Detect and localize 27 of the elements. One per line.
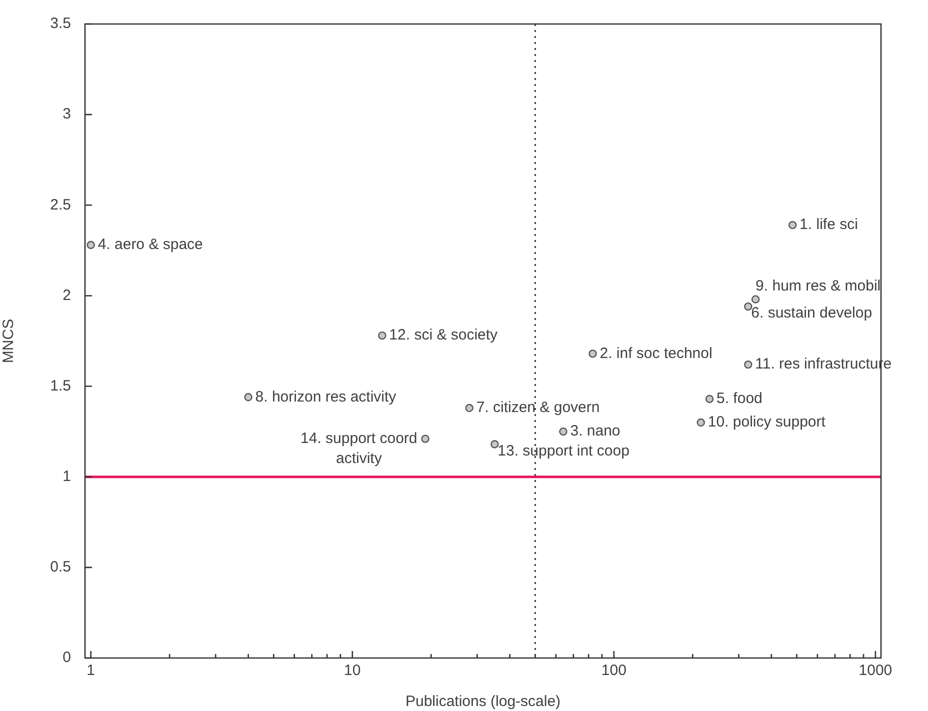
x-tick-label: 1000 <box>858 662 892 680</box>
annotation: 5. food <box>716 390 762 408</box>
y-tick-label: 0 <box>62 649 71 666</box>
y-tick-label: 0.5 <box>50 558 71 576</box>
annotation: 1. life sci <box>800 216 858 234</box>
x-tick-label: 1 <box>86 662 95 680</box>
y-tick-label: 2 <box>62 286 71 304</box>
x-axis-title: Publications (log-scale) <box>405 693 561 710</box>
annotation: 12. sci & society <box>389 326 498 344</box>
y-axis-title: MNCS <box>0 318 18 364</box>
annotation: 9. hum res & mobil <box>756 277 881 294</box>
y-tick-label: 1.5 <box>50 377 71 394</box>
y-tick-label: 3.5 <box>50 15 71 32</box>
annotation: 2. inf soc technol <box>600 344 712 362</box>
annotation: 8. horizon res activity <box>255 388 397 406</box>
y-tick-label: 2.5 <box>50 196 71 214</box>
x-tick-label: 100 <box>601 662 626 680</box>
annotation: 3. nano <box>570 422 620 440</box>
annotation: 6. sustain develop <box>751 304 872 322</box>
annotation: 7. citizen & govern <box>476 399 600 416</box>
annotation: 4. aero & space <box>98 236 203 254</box>
annotation: 13. support int coop <box>498 442 630 460</box>
y-tick-label: 3 <box>62 106 71 123</box>
x-tick-label: 10 <box>344 662 361 680</box>
y-tick-label: 1 <box>62 468 71 485</box>
annotation: 10. policy support <box>708 414 826 431</box>
annotation: 14. support coord activity <box>300 430 418 467</box>
